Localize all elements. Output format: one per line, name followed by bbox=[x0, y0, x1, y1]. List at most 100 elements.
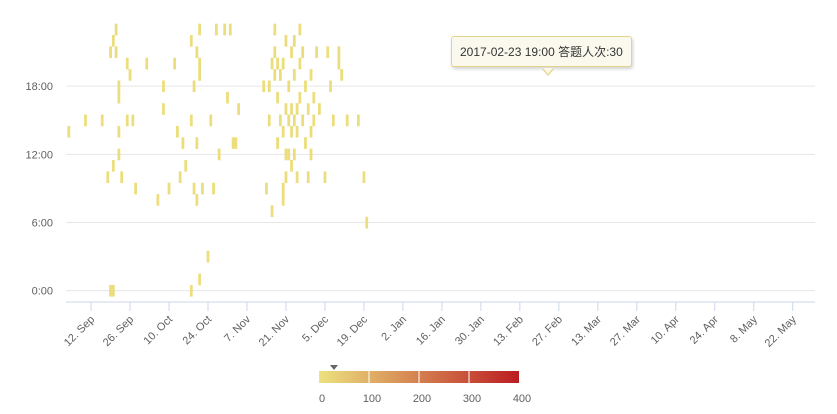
heatmap-cell bbox=[209, 114, 213, 127]
heatmap-cell bbox=[276, 137, 280, 149]
x-tick-label: 26. Sep bbox=[101, 314, 136, 349]
x-tick-label: 16. Jan bbox=[414, 314, 448, 348]
heatmap-cell bbox=[217, 148, 221, 161]
heatmap-cell bbox=[309, 69, 313, 81]
heatmap-cell bbox=[295, 125, 299, 138]
heatmap-cell bbox=[284, 148, 288, 161]
heatmap-cell bbox=[281, 125, 285, 138]
heatmap-cell bbox=[284, 35, 288, 47]
legend-value-marker bbox=[330, 365, 338, 370]
heatmap-cell bbox=[117, 125, 121, 138]
legend-tick-label: 300 bbox=[463, 393, 481, 405]
heatmap-cell bbox=[162, 80, 165, 93]
legend-tick-label: 100 bbox=[363, 393, 381, 405]
heatmap-cell bbox=[120, 171, 124, 184]
heatmap-cell bbox=[109, 46, 112, 59]
heatmap-cell bbox=[290, 103, 293, 115]
heatmap-cell bbox=[84, 114, 87, 127]
legend-tick-label: 400 bbox=[513, 393, 531, 405]
x-tick-label: 8. May bbox=[728, 313, 760, 345]
heatmap-cell bbox=[279, 114, 282, 127]
heatmap-cell bbox=[356, 114, 360, 127]
heatmap-cell bbox=[301, 46, 305, 59]
heatmap-cell bbox=[279, 69, 282, 81]
heatmap-cell bbox=[281, 194, 285, 206]
heatmap-cell bbox=[109, 284, 112, 297]
heatmap-cell bbox=[292, 35, 296, 47]
heatmap-cell bbox=[295, 171, 299, 184]
heatmap-cell bbox=[184, 160, 188, 172]
heatmap-cell bbox=[287, 148, 291, 161]
heatmap-cell bbox=[195, 137, 199, 149]
heatmap-cell bbox=[231, 137, 235, 149]
heatmap-cell bbox=[323, 171, 327, 184]
heatmap-cell bbox=[287, 80, 291, 93]
heatmap-cell bbox=[195, 46, 199, 59]
heatmap-cell bbox=[326, 46, 330, 59]
heatmap-cell bbox=[295, 103, 299, 115]
y-tick-label: 18:00 bbox=[25, 81, 53, 93]
grid-lines bbox=[66, 85, 815, 292]
x-tick-label: 13. Feb bbox=[491, 314, 526, 349]
heatmap-cell bbox=[162, 103, 165, 115]
heatmap-cell bbox=[290, 160, 293, 172]
heatmap-cell bbox=[201, 182, 204, 195]
heatmap-cell bbox=[312, 91, 316, 104]
heatmap-cell bbox=[273, 23, 277, 36]
heatmap-cell bbox=[290, 46, 293, 59]
heatmap-cell bbox=[189, 35, 193, 47]
legend-tick-label: 0 bbox=[319, 393, 325, 405]
heatmap-cell bbox=[337, 57, 341, 70]
heatmap-cell bbox=[265, 182, 268, 195]
heatmap-cell bbox=[331, 114, 335, 127]
heatmap-cell bbox=[270, 57, 274, 70]
heatmap-cell bbox=[309, 125, 313, 138]
heatmap-cell bbox=[128, 69, 132, 81]
legend-tick-label: 200 bbox=[413, 393, 431, 405]
heatmap-cell bbox=[284, 171, 288, 184]
heatmap-cell bbox=[198, 273, 202, 286]
heatmap-cell bbox=[262, 80, 266, 93]
heatmap-cell bbox=[125, 114, 129, 127]
heatmap-cell bbox=[125, 57, 129, 70]
heatmap-cell bbox=[198, 57, 202, 70]
heatmap-cell bbox=[237, 103, 241, 115]
heatmap-cell bbox=[117, 148, 121, 161]
color-axis-legend: 0 100 200 300 400 bbox=[319, 365, 531, 405]
heatmap-cell bbox=[111, 284, 115, 297]
x-tick-label: 27. Mar bbox=[608, 313, 643, 348]
heatmap-cell bbox=[192, 182, 196, 195]
heatmap-cell bbox=[304, 137, 307, 149]
heatmap-cell bbox=[117, 80, 121, 93]
heatmap-cell bbox=[298, 91, 302, 104]
heatmap-cell bbox=[145, 57, 149, 70]
x-tick-label: 24. Apr bbox=[688, 313, 721, 346]
heatmap-cell bbox=[117, 91, 121, 104]
heatmap-cell bbox=[198, 23, 202, 36]
heatmap-cell bbox=[276, 91, 280, 104]
heatmap-cell bbox=[312, 114, 316, 127]
heatmap-cell bbox=[298, 23, 302, 36]
heatmap-cell bbox=[131, 114, 135, 127]
heatmap-cell bbox=[276, 57, 280, 70]
x-tick-label: 22. May bbox=[763, 313, 800, 350]
heatmap-cell bbox=[267, 80, 271, 93]
x-tick-label: 2. Jan bbox=[379, 314, 409, 344]
heatmap-cell bbox=[273, 46, 277, 59]
heatmap-cells bbox=[67, 23, 369, 297]
heatmap-cell bbox=[114, 23, 118, 36]
y-tick-label: 6:00 bbox=[32, 217, 53, 229]
tooltip-text: 2017-02-23 19:00 答题人次:30 bbox=[460, 45, 623, 59]
heatmap-cell bbox=[306, 103, 310, 115]
heatmap-cell bbox=[228, 23, 232, 36]
heatmap-cell bbox=[214, 23, 218, 36]
heatmap-cell bbox=[100, 114, 104, 127]
heatmap-cell bbox=[304, 80, 307, 93]
heatmap-cell bbox=[309, 148, 313, 161]
heatmap-cell bbox=[195, 194, 199, 206]
heatmap-cell bbox=[290, 125, 293, 138]
heatmap-cell bbox=[206, 250, 210, 263]
heatmap-cell bbox=[267, 114, 271, 127]
